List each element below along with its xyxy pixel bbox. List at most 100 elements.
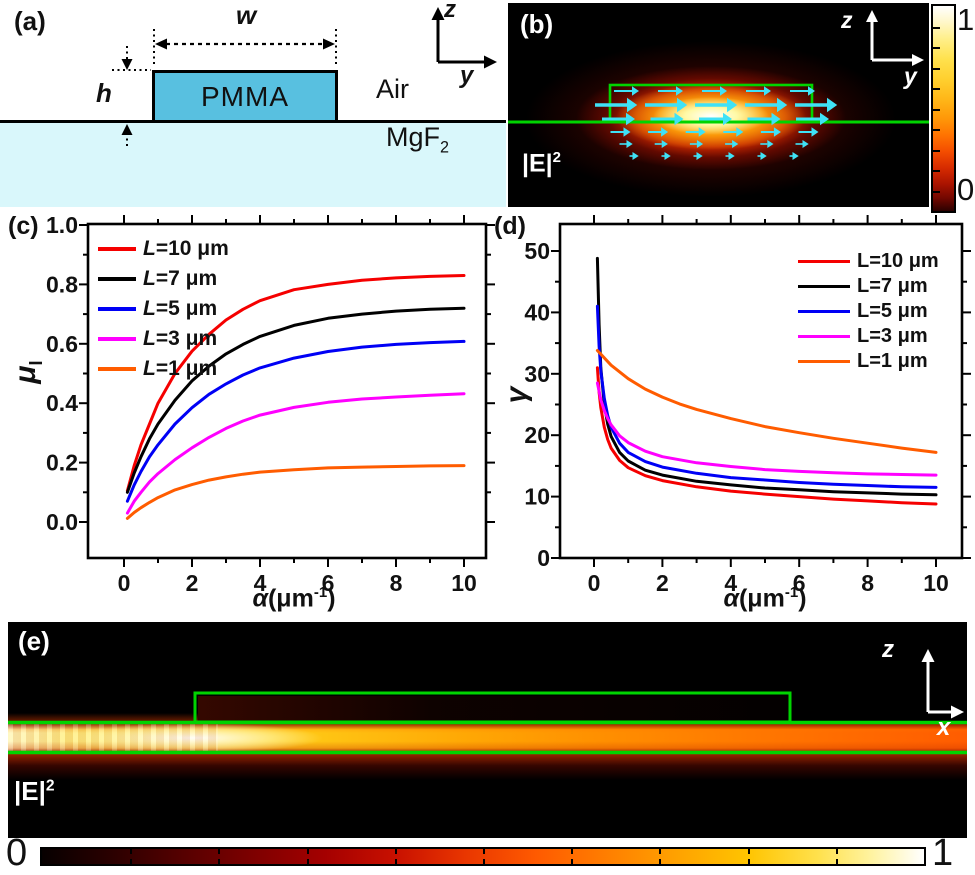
colorbar-tick	[395, 859, 397, 864]
field-arrowhead-icon	[698, 127, 706, 137]
substrate-leakage-glow	[8, 754, 967, 780]
legend-line-swatch	[98, 307, 136, 311]
legend-line-swatch	[98, 247, 136, 251]
chart-d-ytick-label: 0	[537, 545, 550, 571]
colorbar-tick	[571, 849, 573, 854]
chart-d-xtick-label: 0	[588, 570, 601, 596]
field-arrowhead-icon	[773, 127, 781, 137]
legend-row-L-5-m: L=5 μm	[798, 299, 939, 324]
intra-ridge-field-wisps	[198, 696, 790, 721]
width-arrowhead-left-icon	[155, 38, 167, 50]
colorbar-min-label: 0	[957, 172, 975, 207]
chart-d-xtick-label: 10	[923, 570, 949, 596]
panel-d-label: (d)	[494, 212, 526, 240]
width-symbol: w	[236, 0, 257, 30]
colorbar-max-label: 1	[932, 832, 954, 874]
field-arrowhead-icon	[727, 97, 738, 113]
panel-e-annotations	[8, 649, 967, 755]
chart-d-y-axis-label: γ	[500, 386, 533, 404]
legend-label: L=10 μm	[143, 237, 229, 260]
field-arrowhead-icon	[626, 112, 635, 126]
field-arrowhead-icon	[661, 127, 669, 137]
chart-c-legend: L=10 μm L=7 μm L=5 μm L=3 μm L=1 μm	[98, 234, 229, 384]
field-arrowhead-icon	[626, 139, 633, 149]
field-arrowhead-icon	[767, 139, 774, 149]
colorbar-tick	[748, 859, 750, 864]
colorbar-max-label: 1	[957, 2, 975, 37]
panel-b-label: (b)	[520, 9, 554, 39]
legend-row-L-7-m: L=7 μm	[798, 274, 939, 299]
legend-label: L=1 μm	[143, 357, 218, 380]
field-arrowhead-icon	[808, 86, 815, 96]
chart-d-ytick-label: 40	[524, 299, 550, 325]
chart-c-curve-L-3-m	[125, 392, 466, 515]
field-arrowhead-icon	[632, 86, 639, 96]
colorbar-tick	[659, 849, 661, 854]
field-vector-arrows	[595, 86, 838, 161]
colorbar-tick	[933, 47, 940, 49]
axis-z-label: z	[444, 0, 456, 23]
chart-c-xtick-label: 0	[118, 570, 131, 596]
height-symbol: h	[96, 78, 112, 108]
field-arrowhead-icon	[674, 112, 684, 126]
chart-c-ytick-label: 0.8	[46, 271, 78, 297]
axis-z-arrowhead-icon	[921, 649, 935, 662]
chart-c-xtick-label: 10	[451, 570, 477, 596]
colorbar-tick	[218, 849, 220, 854]
colorbar-tick	[836, 859, 838, 864]
panel-b-mode-profile: (b) |E|2 z y	[508, 3, 929, 207]
legend-line-swatch	[798, 284, 850, 289]
colorbar-tick	[933, 150, 940, 152]
colorbar-tick	[933, 170, 940, 172]
legend-line-swatch	[798, 309, 850, 314]
substrate-region	[0, 123, 506, 207]
legend-label: L=3 μm	[857, 325, 928, 347]
legend-row-L-3-m: L=3 μm	[798, 324, 939, 349]
chart-c-curve-L-1-m	[125, 464, 466, 520]
legend-row-L-10-m: L=10 μm	[798, 249, 939, 274]
panel-b-annotations	[508, 10, 929, 161]
legend-line-swatch	[98, 337, 136, 341]
colorbar-tick	[933, 68, 940, 70]
height-arrowhead-up-icon	[121, 124, 133, 135]
colorbar-tick	[933, 191, 940, 193]
chart-d-ytick-label: 10	[524, 484, 550, 510]
colorbar-tick	[307, 859, 309, 864]
axis-z-label: z	[841, 7, 853, 33]
field-arrowhead-icon	[696, 151, 703, 161]
field-arrowhead-icon	[723, 112, 732, 126]
colorbar-tick	[933, 27, 940, 29]
chart-d-curve-L-3-m	[595, 381, 938, 477]
colorbar-tick	[748, 849, 750, 854]
legend-label: L=10 μm	[857, 250, 939, 272]
field-arrowhead-icon	[728, 151, 735, 161]
colorbar-tick	[933, 129, 940, 131]
axis-x-label: x	[937, 714, 951, 741]
axis-z-label: z	[882, 636, 894, 663]
chart-d-ytick-label: 50	[524, 238, 550, 264]
axis-y-label: y	[904, 63, 917, 89]
intensity-label: |E|2	[14, 776, 55, 806]
intensity-label: |E|2	[522, 149, 562, 178]
chart-c-x-axis-label: α(μm-1)	[252, 584, 336, 613]
panel-c-label: (c)	[8, 212, 39, 240]
pmma-waveguide-core: PMMA	[152, 70, 338, 123]
legend-label: L=7 μm	[143, 267, 218, 290]
colorbar-vertical	[931, 4, 956, 213]
colorbar-tick	[307, 849, 309, 854]
field-arrowhead-icon	[777, 97, 788, 113]
axis-z-arrowhead-icon	[866, 10, 878, 22]
field-arrowhead-icon	[760, 151, 767, 161]
colorbar-tick	[130, 849, 132, 854]
legend-row-L-3-m: L=3 μm	[98, 324, 229, 354]
colorbar-tick	[395, 849, 397, 854]
panel-a-schematic: PMMA (a) w h Air MgF2 z y	[0, 0, 506, 207]
legend-line-swatch	[798, 334, 850, 339]
evanescent-fringe	[8, 713, 198, 722]
chart-c-y-axis-label: μI	[9, 360, 46, 384]
chart-d-x-axis-label: α(μm-1)	[723, 584, 807, 613]
axis-z-arrowhead-icon	[431, 7, 445, 20]
field-arrowhead-icon	[632, 151, 639, 161]
axis-y-label: y	[460, 62, 474, 89]
